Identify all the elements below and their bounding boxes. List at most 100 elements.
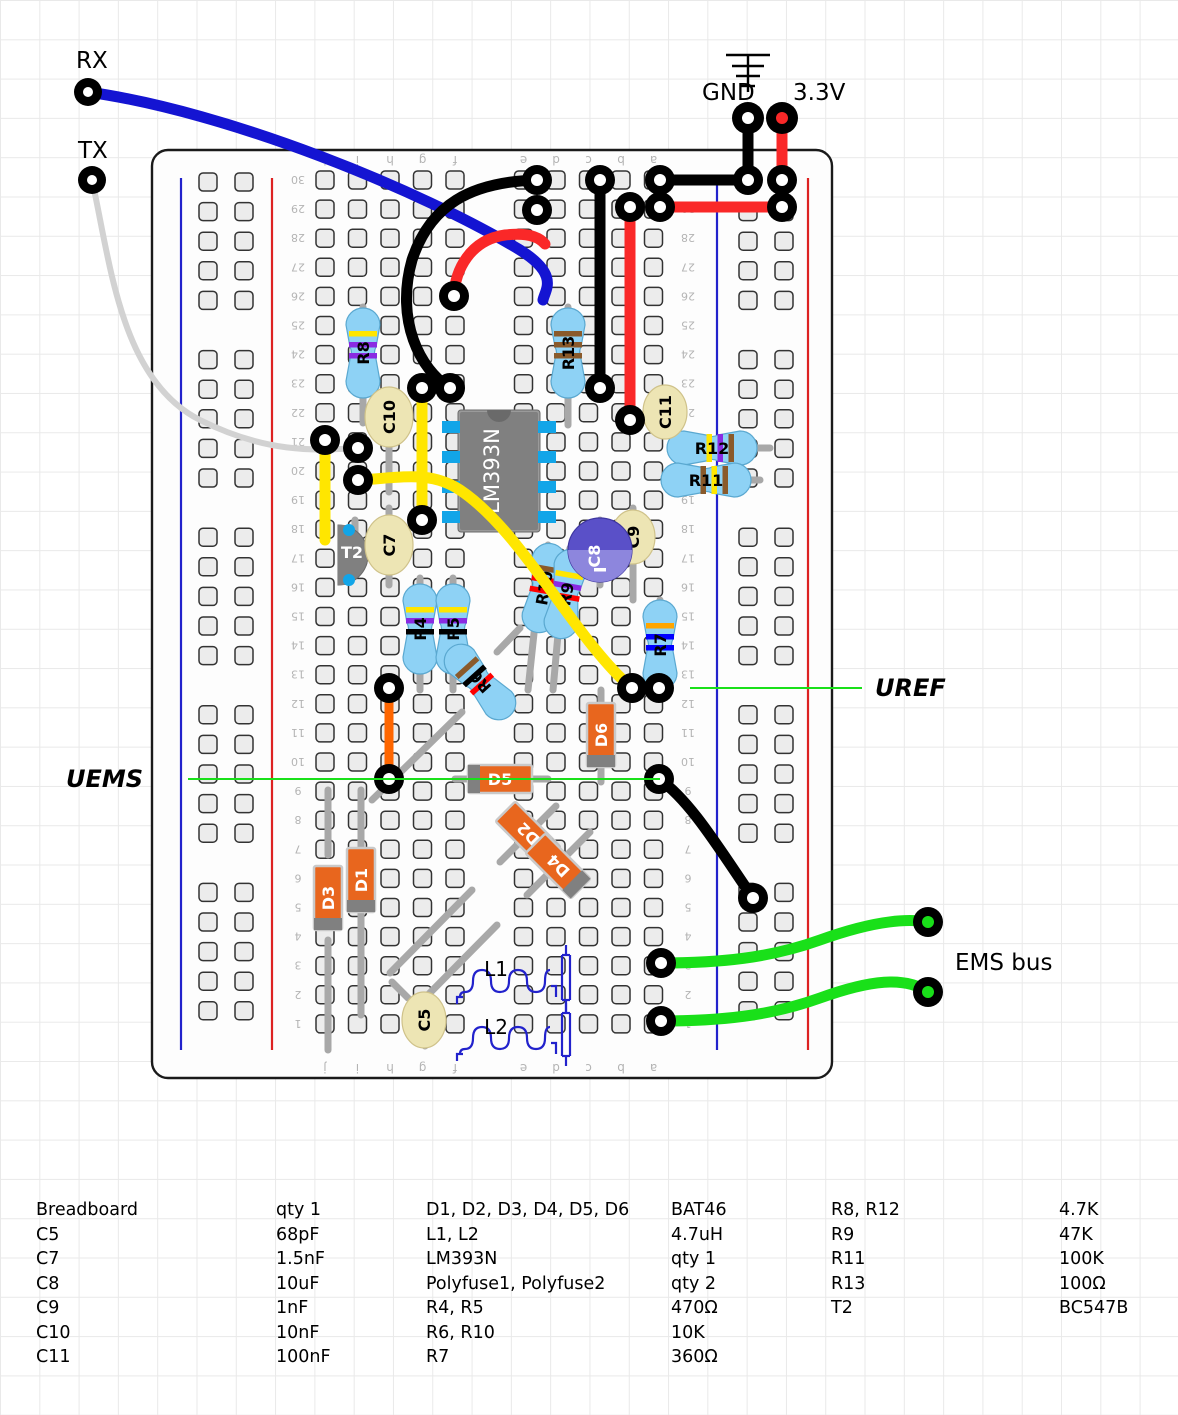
breadboard-hole[interactable]: [774, 349, 794, 370]
breadboard-hole[interactable]: [347, 228, 368, 248]
breadboard-hole[interactable]: [234, 201, 254, 222]
breadboard-hole[interactable]: [774, 734, 794, 755]
breadboard-hole[interactable]: [234, 616, 254, 636]
breadboard-hole[interactable]: [738, 261, 758, 281]
breadboard-hole[interactable]: [738, 734, 758, 755]
breadboard-hole[interactable]: [445, 985, 465, 1005]
breadboard-hole[interactable]: [546, 403, 566, 423]
breadboard-hole[interactable]: [198, 971, 218, 991]
breadboard-hole[interactable]: [445, 694, 465, 714]
breadboard-hole[interactable]: [315, 635, 335, 656]
breadboard-hole[interactable]: [774, 586, 794, 607]
breadboard-hole[interactable]: [738, 290, 758, 311]
breadboard-hole[interactable]: [347, 635, 368, 656]
breadboard-hole[interactable]: [445, 926, 465, 947]
breadboard-hole[interactable]: [513, 868, 534, 889]
breadboard-hole[interactable]: [774, 290, 794, 311]
breadboard-hole[interactable]: [774, 645, 794, 666]
breadboard-hole[interactable]: [513, 723, 534, 743]
breadboard-hole[interactable]: [315, 373, 335, 394]
breadboard-hole[interactable]: [546, 752, 566, 772]
breadboard-hole[interactable]: [347, 664, 368, 685]
breadboard-hole[interactable]: [513, 1014, 534, 1034]
breadboard-hole[interactable]: [412, 781, 433, 801]
breadboard-hole[interactable]: [774, 379, 794, 399]
breadboard-hole[interactable]: [578, 955, 599, 976]
breadboard-hole[interactable]: [546, 432, 566, 452]
breadboard-hole[interactable]: [234, 882, 254, 903]
breadboard-hole[interactable]: [347, 257, 368, 278]
breadboard-hole[interactable]: [578, 432, 599, 452]
breadboard-hole[interactable]: [445, 315, 465, 336]
breadboard-hole[interactable]: [412, 694, 433, 714]
breadboard-hole[interactable]: [738, 586, 758, 607]
breadboard-hole[interactable]: [611, 606, 631, 627]
breadboard-hole[interactable]: [412, 548, 433, 569]
breadboard-hole[interactable]: [774, 261, 794, 281]
breadboard-hole[interactable]: [611, 868, 631, 889]
breadboard-hole[interactable]: [774, 409, 794, 429]
breadboard-hole[interactable]: [774, 231, 794, 251]
breadboard-hole[interactable]: [611, 432, 631, 452]
breadboard-hole[interactable]: [380, 199, 400, 219]
breadboard-hole[interactable]: [315, 344, 335, 365]
breadboard-hole[interactable]: [578, 664, 599, 685]
breadboard-hole[interactable]: [611, 985, 631, 1005]
breadboard-hole[interactable]: [380, 839, 400, 860]
breadboard-hole[interactable]: [234, 971, 254, 991]
breadboard-hole[interactable]: [412, 868, 433, 889]
breadboard-hole[interactable]: [445, 839, 465, 860]
breadboard-hole[interactable]: [774, 823, 794, 843]
breadboard-hole[interactable]: [380, 606, 400, 627]
breadboard-hole[interactable]: [412, 723, 433, 743]
breadboard-hole[interactable]: [315, 752, 335, 772]
breadboard-hole[interactable]: [198, 912, 218, 932]
breadboard-hole[interactable]: [774, 527, 794, 547]
breadboard-hole[interactable]: [198, 172, 218, 192]
breadboard-hole[interactable]: [412, 170, 433, 190]
breadboard-hole[interactable]: [643, 344, 664, 365]
breadboard-hole[interactable]: [611, 955, 631, 976]
breadboard-hole[interactable]: [234, 586, 254, 607]
breadboard-hole[interactable]: [643, 257, 664, 278]
breadboard-hole[interactable]: [380, 315, 400, 336]
breadboard-hole[interactable]: [643, 810, 664, 830]
breadboard-hole[interactable]: [643, 985, 664, 1005]
breadboard-hole[interactable]: [643, 228, 664, 248]
breadboard-hole[interactable]: [445, 723, 465, 743]
breadboard-hole[interactable]: [643, 926, 664, 947]
breadboard-hole[interactable]: [445, 781, 465, 801]
breadboard-hole[interactable]: [198, 261, 218, 281]
breadboard-hole[interactable]: [347, 752, 368, 772]
breadboard-hole[interactable]: [315, 170, 335, 190]
breadboard-hole[interactable]: [315, 403, 335, 423]
breadboard-hole[interactable]: [774, 764, 794, 784]
breadboard-hole[interactable]: [643, 315, 664, 336]
breadboard-hole[interactable]: [234, 941, 254, 962]
breadboard-hole[interactable]: [234, 349, 254, 370]
breadboard-hole[interactable]: [347, 199, 368, 219]
breadboard-hole[interactable]: [445, 752, 465, 772]
breadboard-hole[interactable]: [738, 379, 758, 399]
breadboard-hole[interactable]: [578, 403, 599, 423]
breadboard-hole[interactable]: [315, 315, 335, 336]
breadboard-hole[interactable]: [380, 344, 400, 365]
breadboard-hole[interactable]: [198, 586, 218, 607]
breadboard-hole[interactable]: [611, 1014, 631, 1034]
breadboard-hole[interactable]: [546, 490, 566, 510]
breadboard-hole[interactable]: [643, 839, 664, 860]
breadboard-hole[interactable]: [546, 461, 566, 481]
breadboard-hole[interactable]: [412, 955, 433, 976]
breadboard-hole[interactable]: [315, 577, 335, 598]
breadboard-hole[interactable]: [234, 912, 254, 932]
breadboard-hole[interactable]: [611, 635, 631, 656]
breadboard-hole[interactable]: [513, 985, 534, 1005]
breadboard-hole[interactable]: [380, 897, 400, 918]
breadboard-hole[interactable]: [380, 286, 400, 307]
breadboard-hole[interactable]: [643, 897, 664, 918]
breadboard-hole[interactable]: [611, 897, 631, 918]
breadboard-hole[interactable]: [198, 793, 218, 814]
breadboard-hole[interactable]: [198, 1001, 218, 1021]
breadboard-hole[interactable]: [198, 941, 218, 962]
breadboard-hole[interactable]: [578, 839, 599, 860]
